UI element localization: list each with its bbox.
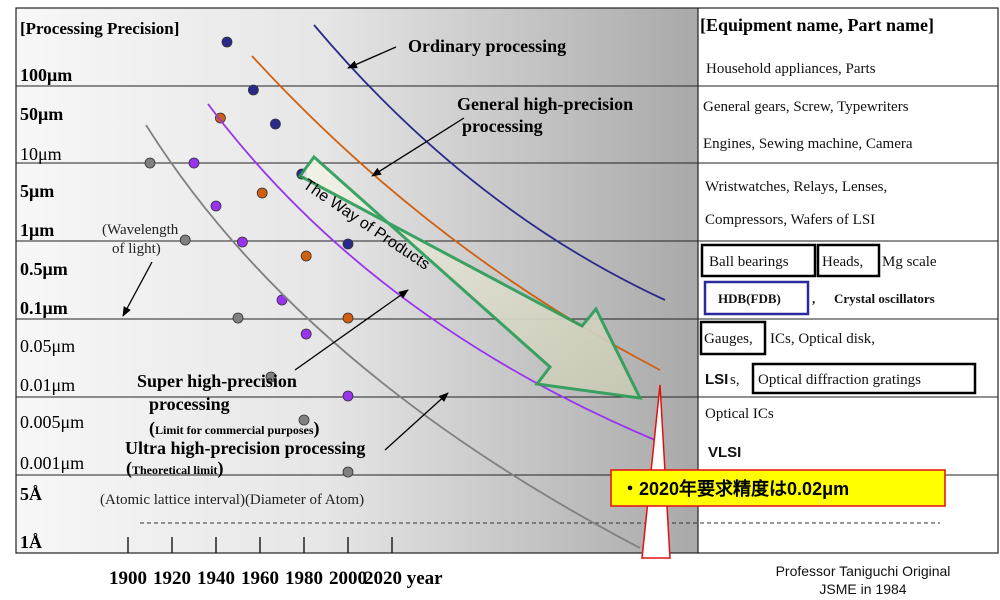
y-tick-label: 1Å <box>20 532 42 552</box>
wavelength-note: (Wavelength of light) <box>102 222 182 257</box>
svg-text:s,: s, <box>730 372 740 388</box>
y-tick-labels: 100μm 50μm 10μm 5μm 1μm 0.5μm 0.1μm 0.05μm 0.01μ… <box>20 65 84 552</box>
y-tick-label: 0.005μm <box>20 412 84 432</box>
atomic-note: (Atomic lattice interval)(Diameter of At… <box>100 492 364 508</box>
y-tick-label: 0.001μm <box>20 453 84 473</box>
series-point <box>144 157 156 169</box>
svg-text:General gears, Screw, Typewrit: General gears, Screw, Typewriters <box>703 99 909 115</box>
svg-text:Mg scale: Mg scale <box>882 254 937 270</box>
y-tick-label: 0.5μm <box>20 259 68 279</box>
svg-text:Heads,: Heads, <box>822 254 863 270</box>
equipment-header: [Equipment name, Part name] <box>700 15 934 35</box>
series-point <box>210 200 222 212</box>
way-of-products-arrow <box>297 154 643 400</box>
label-ultra-sub: (Theoretical limit) <box>126 458 223 479</box>
label-super-sub: (Limit for commercial purposes) <box>149 418 320 439</box>
svg-text:Crystal oscillators: Crystal oscillators <box>834 291 935 306</box>
svg-text:Ball bearings: Ball bearings <box>709 254 789 270</box>
svg-text:Compressors, Wafers of LSI: Compressors, Wafers of LSI <box>705 212 875 228</box>
svg-text:Gauges,: Gauges, <box>704 331 753 347</box>
label-super: Super high-precision processing <box>137 371 301 414</box>
series-point <box>300 250 312 262</box>
y-tick-label: 5μm <box>20 181 54 201</box>
series-point <box>300 328 312 340</box>
target-2020-box <box>610 469 946 507</box>
x-tick-label: 2000 <box>329 568 367 589</box>
series-point <box>269 118 281 130</box>
svg-text:,: , <box>812 291 815 306</box>
y-tick-label: 1μm <box>20 220 54 240</box>
svg-text:Household appliances, Parts: Household appliances, Parts <box>706 61 876 77</box>
y-tick-label: 10μm <box>20 144 62 164</box>
y-tick-label: 50μm <box>20 104 63 124</box>
series-point <box>179 234 191 246</box>
x-tick-label: 1980 <box>285 568 323 589</box>
series-point <box>342 466 354 478</box>
series-point <box>342 312 354 324</box>
y-tick-label: 0.1μm <box>20 298 68 318</box>
chart-frame <box>15 7 999 554</box>
y-axis-title: [Processing Precision] <box>20 19 179 38</box>
label-ultra: Ultra high-precision processing <box>125 438 365 458</box>
x-tick-label: 1920 <box>153 568 191 589</box>
svg-text:Optical diffraction gratings: Optical diffraction gratings <box>758 372 921 388</box>
series-point <box>221 36 233 48</box>
x-tick-label: 1900 <box>109 568 147 589</box>
equipment-list: Household appliances, Parts General gear… <box>699 61 977 461</box>
series-point <box>342 390 354 402</box>
svg-text:ICs, Optical disk,: ICs, Optical disk, <box>770 331 875 347</box>
series-line <box>313 24 666 301</box>
series-point <box>298 414 310 426</box>
series-point <box>236 236 248 248</box>
series-point <box>256 187 268 199</box>
label-ordinary: Ordinary processing <box>408 36 566 56</box>
y-tick-label: 0.01μm <box>20 375 75 395</box>
series-line <box>145 124 641 549</box>
label-general: General high-precision processing <box>457 94 638 136</box>
y-tick-label: 0.05μm <box>20 336 75 356</box>
credit-line-2: JSME in 1984 <box>819 581 906 597</box>
credit-line-1: Professor Taniguchi Original <box>776 563 951 579</box>
series-point <box>265 371 277 383</box>
series-point <box>188 157 200 169</box>
target-2020-text: ・2020年要求精度は0.02μm <box>621 478 849 499</box>
svg-text:Optical ICs: Optical ICs <box>705 406 774 422</box>
plot-area <box>16 8 698 553</box>
svg-text:Wristwatches, Relays, Lenses,: Wristwatches, Relays, Lenses, <box>705 179 887 195</box>
x-tick-label: 1960 <box>241 568 279 589</box>
x-tick-label: 1940 <box>197 568 235 589</box>
series-point <box>232 312 244 324</box>
x-tick-label: 2020 year <box>364 568 443 589</box>
y-tick-label: 100μm <box>20 65 72 85</box>
y-tick-label: 5Å <box>20 484 42 504</box>
svg-text:HDB(FDB): HDB(FDB) <box>718 291 781 306</box>
series-point <box>247 84 259 96</box>
svg-text:VLSI: VLSI <box>708 444 741 461</box>
svg-text:Engines, Sewing machine, Camer: Engines, Sewing machine, Camera <box>703 136 913 152</box>
band-lines <box>16 85 998 476</box>
series-point <box>342 238 354 250</box>
svg-text:LSI: LSI <box>705 371 728 388</box>
